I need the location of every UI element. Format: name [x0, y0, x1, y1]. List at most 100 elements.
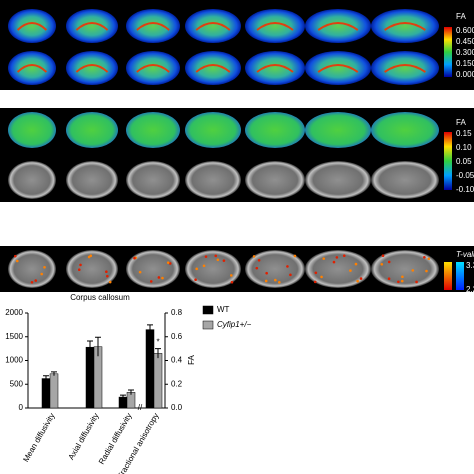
- brain-slice: [371, 9, 439, 43]
- x-tick-label: Axial diffusivity: [67, 412, 101, 462]
- activation-spot: [380, 262, 384, 266]
- activation-spot: [105, 270, 108, 273]
- activation-spot: [230, 274, 233, 277]
- error-bar: [95, 336, 101, 357]
- activation-spot: [252, 255, 256, 258]
- brain-tract: [75, 22, 109, 31]
- colorbar-tick-label: 0.300: [456, 48, 474, 57]
- brain-slice: [305, 112, 371, 148]
- activation-spot: [166, 261, 170, 264]
- activation-spot: [313, 280, 317, 284]
- error-bar: [120, 394, 126, 399]
- brain-slice: [8, 161, 56, 199]
- error-bar: [147, 324, 153, 335]
- axis-break: //: [138, 403, 143, 412]
- activation-spot: [400, 279, 404, 283]
- colorbar-tick-label: -0.05: [456, 171, 474, 180]
- colorbar: [444, 27, 452, 77]
- y-tick-label: 1500: [5, 332, 23, 341]
- activation-spot: [30, 281, 34, 284]
- brain-tract: [16, 64, 48, 73]
- activation-spot: [43, 265, 46, 269]
- activation-spot: [289, 273, 292, 277]
- activation-spot: [222, 259, 226, 262]
- activation-spot: [138, 270, 142, 274]
- brain-slice: [185, 250, 241, 288]
- colorbar-label: FA: [456, 12, 466, 21]
- brain-slice: [371, 250, 439, 288]
- brain-slice: [126, 250, 180, 288]
- activation-spot: [15, 259, 19, 263]
- error-bar: [155, 348, 161, 359]
- brain-slice: [245, 112, 305, 148]
- y-tick-label: 0: [19, 403, 24, 412]
- activation-spot: [161, 276, 164, 280]
- brain-slice: [126, 161, 180, 199]
- brain-slice: [66, 112, 118, 148]
- colorbar-tick-label: 0.600: [456, 26, 474, 35]
- brain-slice: [8, 112, 56, 148]
- activation-spot: [265, 271, 268, 275]
- activation-spot: [149, 280, 153, 283]
- brain-images: [8, 9, 439, 288]
- activation-spot: [157, 276, 161, 279]
- brain-slice: [185, 51, 241, 85]
- legend-label: WT: [217, 305, 230, 314]
- colorbar-tick-label: 0.10: [456, 143, 472, 152]
- y-tick-label: 2000: [5, 308, 23, 317]
- colorbar-tick-label: 0.450: [456, 37, 474, 46]
- colorbar: [456, 262, 464, 290]
- activation-spot: [427, 257, 431, 261]
- brain-tract: [75, 64, 109, 73]
- legend-swatch: [202, 320, 214, 330]
- activation-spot: [387, 260, 391, 264]
- error-bar: [128, 389, 134, 395]
- y2-tick-label: 0.2: [171, 379, 183, 388]
- bar: [153, 353, 163, 409]
- brain-slice: [305, 9, 371, 43]
- brain-tract: [384, 64, 426, 73]
- brain-slice: [305, 51, 371, 85]
- y2-tick-label: 0.8: [171, 308, 183, 317]
- brain-tract: [195, 22, 231, 31]
- brain-slice: [245, 9, 305, 43]
- activation-spot: [34, 279, 38, 282]
- brain-slice: [371, 112, 439, 148]
- activation-spot: [335, 256, 339, 259]
- colorbar-tick-label: -0.10: [456, 185, 474, 194]
- y2-tick-label: 0.4: [171, 356, 183, 365]
- activation-spot: [216, 258, 220, 262]
- activation-spot: [264, 279, 268, 283]
- brain-slice: [66, 51, 118, 85]
- activation-spot: [79, 263, 82, 267]
- colorbar-tick-label: 0.000: [456, 70, 474, 79]
- activation-spot: [332, 260, 336, 264]
- bar: [49, 373, 59, 409]
- activation-spot: [425, 269, 428, 273]
- activation-spot: [274, 278, 277, 282]
- brain-tract: [136, 64, 170, 73]
- brain-slice: [126, 51, 180, 85]
- brain-slice: [8, 51, 56, 85]
- brain-slice: [126, 9, 180, 43]
- activation-spot: [214, 254, 218, 258]
- chart-title: Corpus callosum: [70, 293, 130, 302]
- brain-slice: [185, 112, 241, 148]
- brain-tract: [136, 22, 170, 31]
- colorbar-tick-label: 3.3: [466, 261, 474, 270]
- y2-tick-label: 0.6: [171, 332, 183, 341]
- brain-slice: [185, 161, 241, 199]
- colorbar-tick-label: 0.150: [456, 59, 474, 68]
- annotation: *: [156, 338, 159, 347]
- activation-spot: [342, 254, 346, 258]
- activation-spot: [257, 259, 261, 262]
- brain-tract: [16, 22, 48, 31]
- colorbar-label: FA: [456, 118, 466, 127]
- brain-slice: [8, 9, 56, 43]
- activation-spot: [411, 269, 415, 272]
- colorbar: [444, 262, 452, 290]
- brain-tract: [256, 22, 294, 31]
- y2-tick-label: 0.0: [171, 403, 183, 412]
- activation-spot: [415, 280, 418, 284]
